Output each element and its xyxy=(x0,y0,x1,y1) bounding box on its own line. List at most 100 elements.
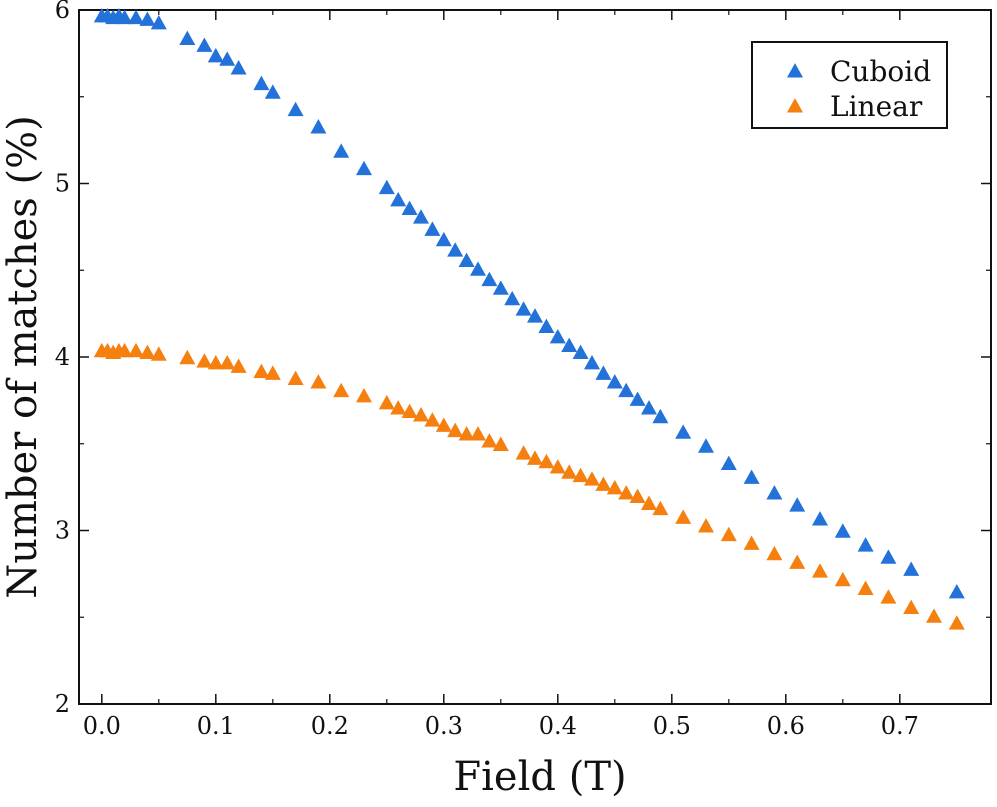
data-point-cuboid xyxy=(287,101,304,117)
data-point-cuboid xyxy=(424,221,441,236)
series-linear xyxy=(93,342,965,630)
data-point-linear xyxy=(435,417,452,432)
data-point-linear xyxy=(948,615,965,630)
data-point-cuboid xyxy=(538,318,555,333)
legend-marker-cuboid xyxy=(787,63,803,78)
data-point-cuboid xyxy=(356,160,372,176)
data-point-linear xyxy=(675,509,692,524)
data-point-linear xyxy=(458,426,475,441)
data-point-linear xyxy=(219,355,236,370)
data-point-cuboid xyxy=(435,231,452,247)
data-point-cuboid xyxy=(333,143,350,158)
data-point-cuboid xyxy=(179,30,196,45)
legend-box xyxy=(751,41,948,129)
data-point-cuboid xyxy=(857,537,874,552)
y-tick-label: 2 xyxy=(55,690,70,718)
axis-ticks: 0.0 0.1 0.2 0.3 0.4 0.5 0.6 0.7 2 3 4 5 6 xyxy=(55,0,991,740)
x-tick-label: 0.2 xyxy=(311,712,349,740)
data-point-linear xyxy=(139,344,156,360)
data-point-cuboid xyxy=(903,561,920,576)
data-point-cuboid xyxy=(207,47,224,63)
legend-label-cuboid: Cuboid xyxy=(830,55,931,88)
data-point-cuboid xyxy=(527,308,543,323)
y-tick-label: 3 xyxy=(55,517,70,545)
data-point-linear xyxy=(424,412,441,427)
data-point-cuboid xyxy=(789,497,806,512)
legend-marker-linear xyxy=(787,98,803,113)
data-point-cuboid xyxy=(629,391,646,406)
data-point-linear xyxy=(618,485,635,500)
data-point-linear xyxy=(743,535,760,550)
data-point-cuboid xyxy=(549,328,566,344)
x-tick-label: 0.4 xyxy=(539,712,577,740)
data-point-cuboid xyxy=(618,382,635,398)
data-point-cuboid xyxy=(219,51,236,66)
data-point-linear xyxy=(641,495,657,510)
data-point-cuboid xyxy=(572,344,589,360)
data-point-linear xyxy=(698,518,714,533)
data-point-cuboid xyxy=(675,424,692,439)
data-point-linear xyxy=(207,355,224,370)
data-point-linear xyxy=(390,400,407,415)
data-point-linear xyxy=(572,467,589,483)
data-point-cuboid xyxy=(652,408,669,424)
data-point-linear xyxy=(857,580,874,595)
data-point-cuboid xyxy=(584,355,600,370)
data-point-linear xyxy=(629,488,646,504)
data-point-cuboid xyxy=(470,261,486,276)
data-point-cuboid xyxy=(880,549,897,564)
data-point-cuboid xyxy=(390,191,407,207)
data-point-linear xyxy=(549,459,566,474)
data-point-linear xyxy=(481,433,498,448)
data-point-cuboid xyxy=(139,11,156,26)
data-point-cuboid xyxy=(310,119,327,134)
data-point-linear xyxy=(720,526,737,542)
data-point-linear xyxy=(561,464,578,479)
data-point-cuboid xyxy=(720,455,737,471)
data-point-linear xyxy=(310,374,327,389)
data-point-cuboid xyxy=(196,37,213,52)
legend: Cuboid Linear xyxy=(751,41,948,129)
series-cuboid xyxy=(93,8,965,599)
data-point-linear xyxy=(515,445,532,460)
data-point-linear xyxy=(253,363,270,379)
data-point-linear xyxy=(128,342,144,358)
data-point-cuboid xyxy=(595,365,612,380)
data-point-cuboid xyxy=(481,271,498,287)
x-axis-title: Field (T) xyxy=(453,754,626,800)
data-point-linear xyxy=(492,436,509,451)
data-point-cuboid xyxy=(561,337,578,353)
data-point-cuboid xyxy=(743,469,760,484)
legend-label-linear: Linear xyxy=(830,90,923,123)
data-point-linear xyxy=(413,407,429,422)
data-point-linear xyxy=(447,422,464,438)
x-tick-label: 0.3 xyxy=(425,712,463,740)
data-point-cuboid xyxy=(492,280,509,295)
data-point-linear xyxy=(926,608,942,623)
data-point-linear xyxy=(116,342,133,358)
data-point-cuboid xyxy=(264,84,281,99)
data-point-linear xyxy=(834,571,851,587)
data-point-cuboid xyxy=(458,252,475,268)
data-point-cuboid xyxy=(834,523,851,538)
data-point-cuboid xyxy=(378,179,395,195)
data-point-cuboid xyxy=(401,200,418,215)
data-point-linear xyxy=(527,450,543,465)
data-points xyxy=(93,8,965,630)
data-point-cuboid xyxy=(606,374,623,389)
data-point-linear xyxy=(401,403,418,418)
data-point-linear xyxy=(179,349,196,365)
data-point-linear xyxy=(584,471,600,486)
data-point-linear xyxy=(196,353,213,368)
data-point-linear xyxy=(150,346,167,361)
data-point-cuboid xyxy=(641,400,657,415)
x-tick-label: 0.1 xyxy=(197,712,235,740)
x-tick-label: 0.7 xyxy=(881,712,919,740)
x-tick-label: 0.6 xyxy=(767,712,805,740)
x-tick-label: 0.5 xyxy=(653,712,691,740)
data-point-linear xyxy=(356,387,372,403)
data-point-linear xyxy=(230,358,247,373)
data-point-linear xyxy=(264,365,281,380)
data-point-linear xyxy=(903,599,920,615)
